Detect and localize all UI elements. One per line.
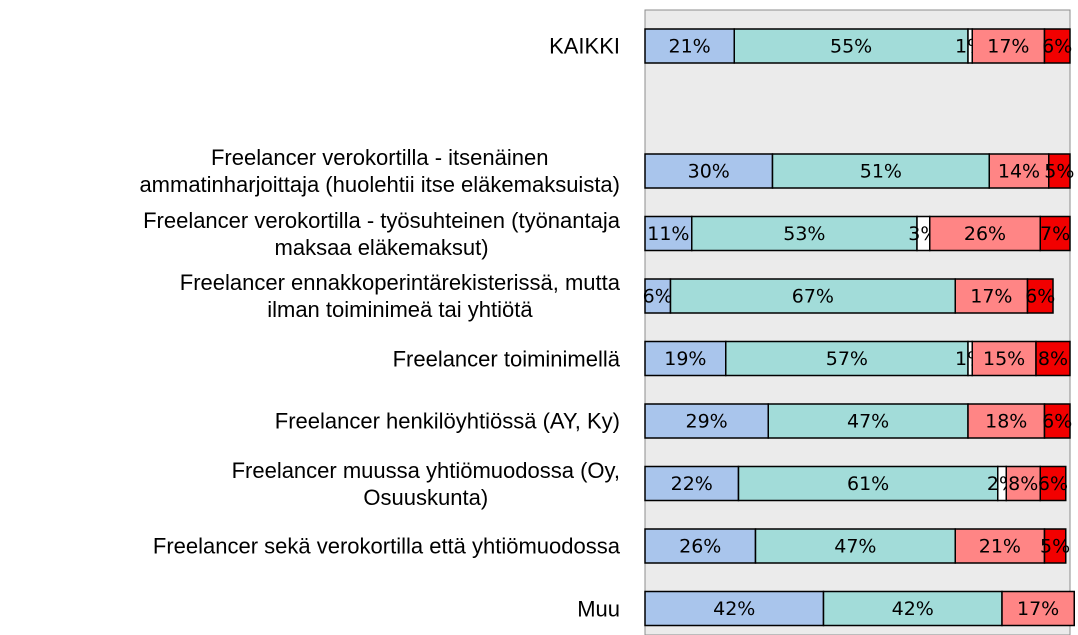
data-label: 55% — [830, 36, 872, 58]
data-label: 21% — [669, 36, 711, 58]
data-label: 17% — [987, 36, 1029, 58]
data-label: 8% — [1008, 473, 1038, 495]
bar-segment — [1026, 278, 1054, 314]
bar-segment — [971, 340, 1037, 377]
category-label: KAIKKI — [549, 33, 620, 59]
category-label: Freelancer ennakkoperintärekisterissä, m… — [179, 270, 620, 322]
data-label: 26% — [964, 223, 1006, 245]
data-label: 19% — [664, 348, 706, 370]
data-label: 67% — [792, 286, 834, 308]
bar-segment — [929, 215, 1041, 252]
data-label: 61% — [847, 473, 889, 495]
data-label: 21% — [979, 536, 1021, 558]
data-label: 42% — [892, 598, 934, 620]
data-label: 30% — [688, 161, 730, 183]
data-label: 53% — [783, 223, 825, 245]
bar-segment — [1043, 403, 1071, 439]
data-label: 18% — [985, 411, 1027, 433]
bar-segment — [691, 215, 918, 252]
data-label: 17% — [1017, 598, 1059, 620]
bar-segment — [644, 28, 735, 64]
data-label: 6% — [1042, 411, 1072, 433]
category-label: Freelancer toiminimellä — [392, 346, 620, 371]
data-label: 51% — [860, 161, 902, 183]
data-label: 57% — [826, 348, 868, 370]
bar-segment — [644, 528, 757, 564]
bar-segment — [1039, 215, 1071, 252]
data-label: 14% — [998, 161, 1040, 183]
data-label: 7% — [1040, 223, 1070, 245]
bar-segment — [737, 465, 999, 502]
bar-segment — [754, 528, 956, 564]
bar-segment — [954, 528, 1046, 564]
data-label: 5% — [1040, 536, 1070, 558]
data-label: 47% — [834, 536, 876, 558]
category-label: Freelancer sekä verokortilla että yhtiöm… — [152, 533, 620, 559]
bar-segment — [669, 278, 956, 314]
data-label: 6% — [1025, 286, 1055, 308]
data-label: 42% — [713, 598, 755, 620]
data-label: 6% — [1038, 473, 1068, 495]
category-label: Freelancer verokortilla - itsenäinen amm… — [139, 145, 620, 197]
data-label: 6% — [643, 286, 673, 308]
data-label: 6% — [1042, 36, 1072, 58]
bar-segment — [1043, 28, 1071, 64]
data-label: 15% — [983, 348, 1025, 370]
data-label: 11% — [647, 223, 689, 245]
bar-segment — [1005, 465, 1041, 502]
bar-segment — [644, 278, 672, 314]
bar-segment — [1048, 153, 1071, 189]
bar-segment — [725, 340, 969, 377]
bar-segment — [644, 340, 727, 377]
data-label: 22% — [671, 473, 713, 495]
bar-segment — [1035, 340, 1071, 377]
bar-segment — [1039, 465, 1067, 502]
bar-segment — [822, 590, 1003, 627]
bar-segment — [1001, 590, 1075, 627]
category-label: Muu — [577, 596, 620, 621]
bar-segment — [1043, 528, 1067, 564]
bar-segment — [644, 590, 825, 627]
data-label: 26% — [679, 536, 721, 558]
category-label: Freelancer verokortilla - työsuhteinen (… — [143, 207, 620, 260]
data-label: 17% — [970, 286, 1012, 308]
category-label: Freelancer henkilöyhtiössä (AY, Ky) — [274, 408, 620, 434]
data-label: 8% — [1038, 348, 1068, 370]
category-label: Freelancer muussa yhtiömuodossa (Oy, Osu… — [231, 457, 620, 510]
data-label: 5% — [1044, 161, 1074, 183]
data-label: 47% — [847, 411, 889, 433]
data-label: 29% — [686, 411, 728, 433]
